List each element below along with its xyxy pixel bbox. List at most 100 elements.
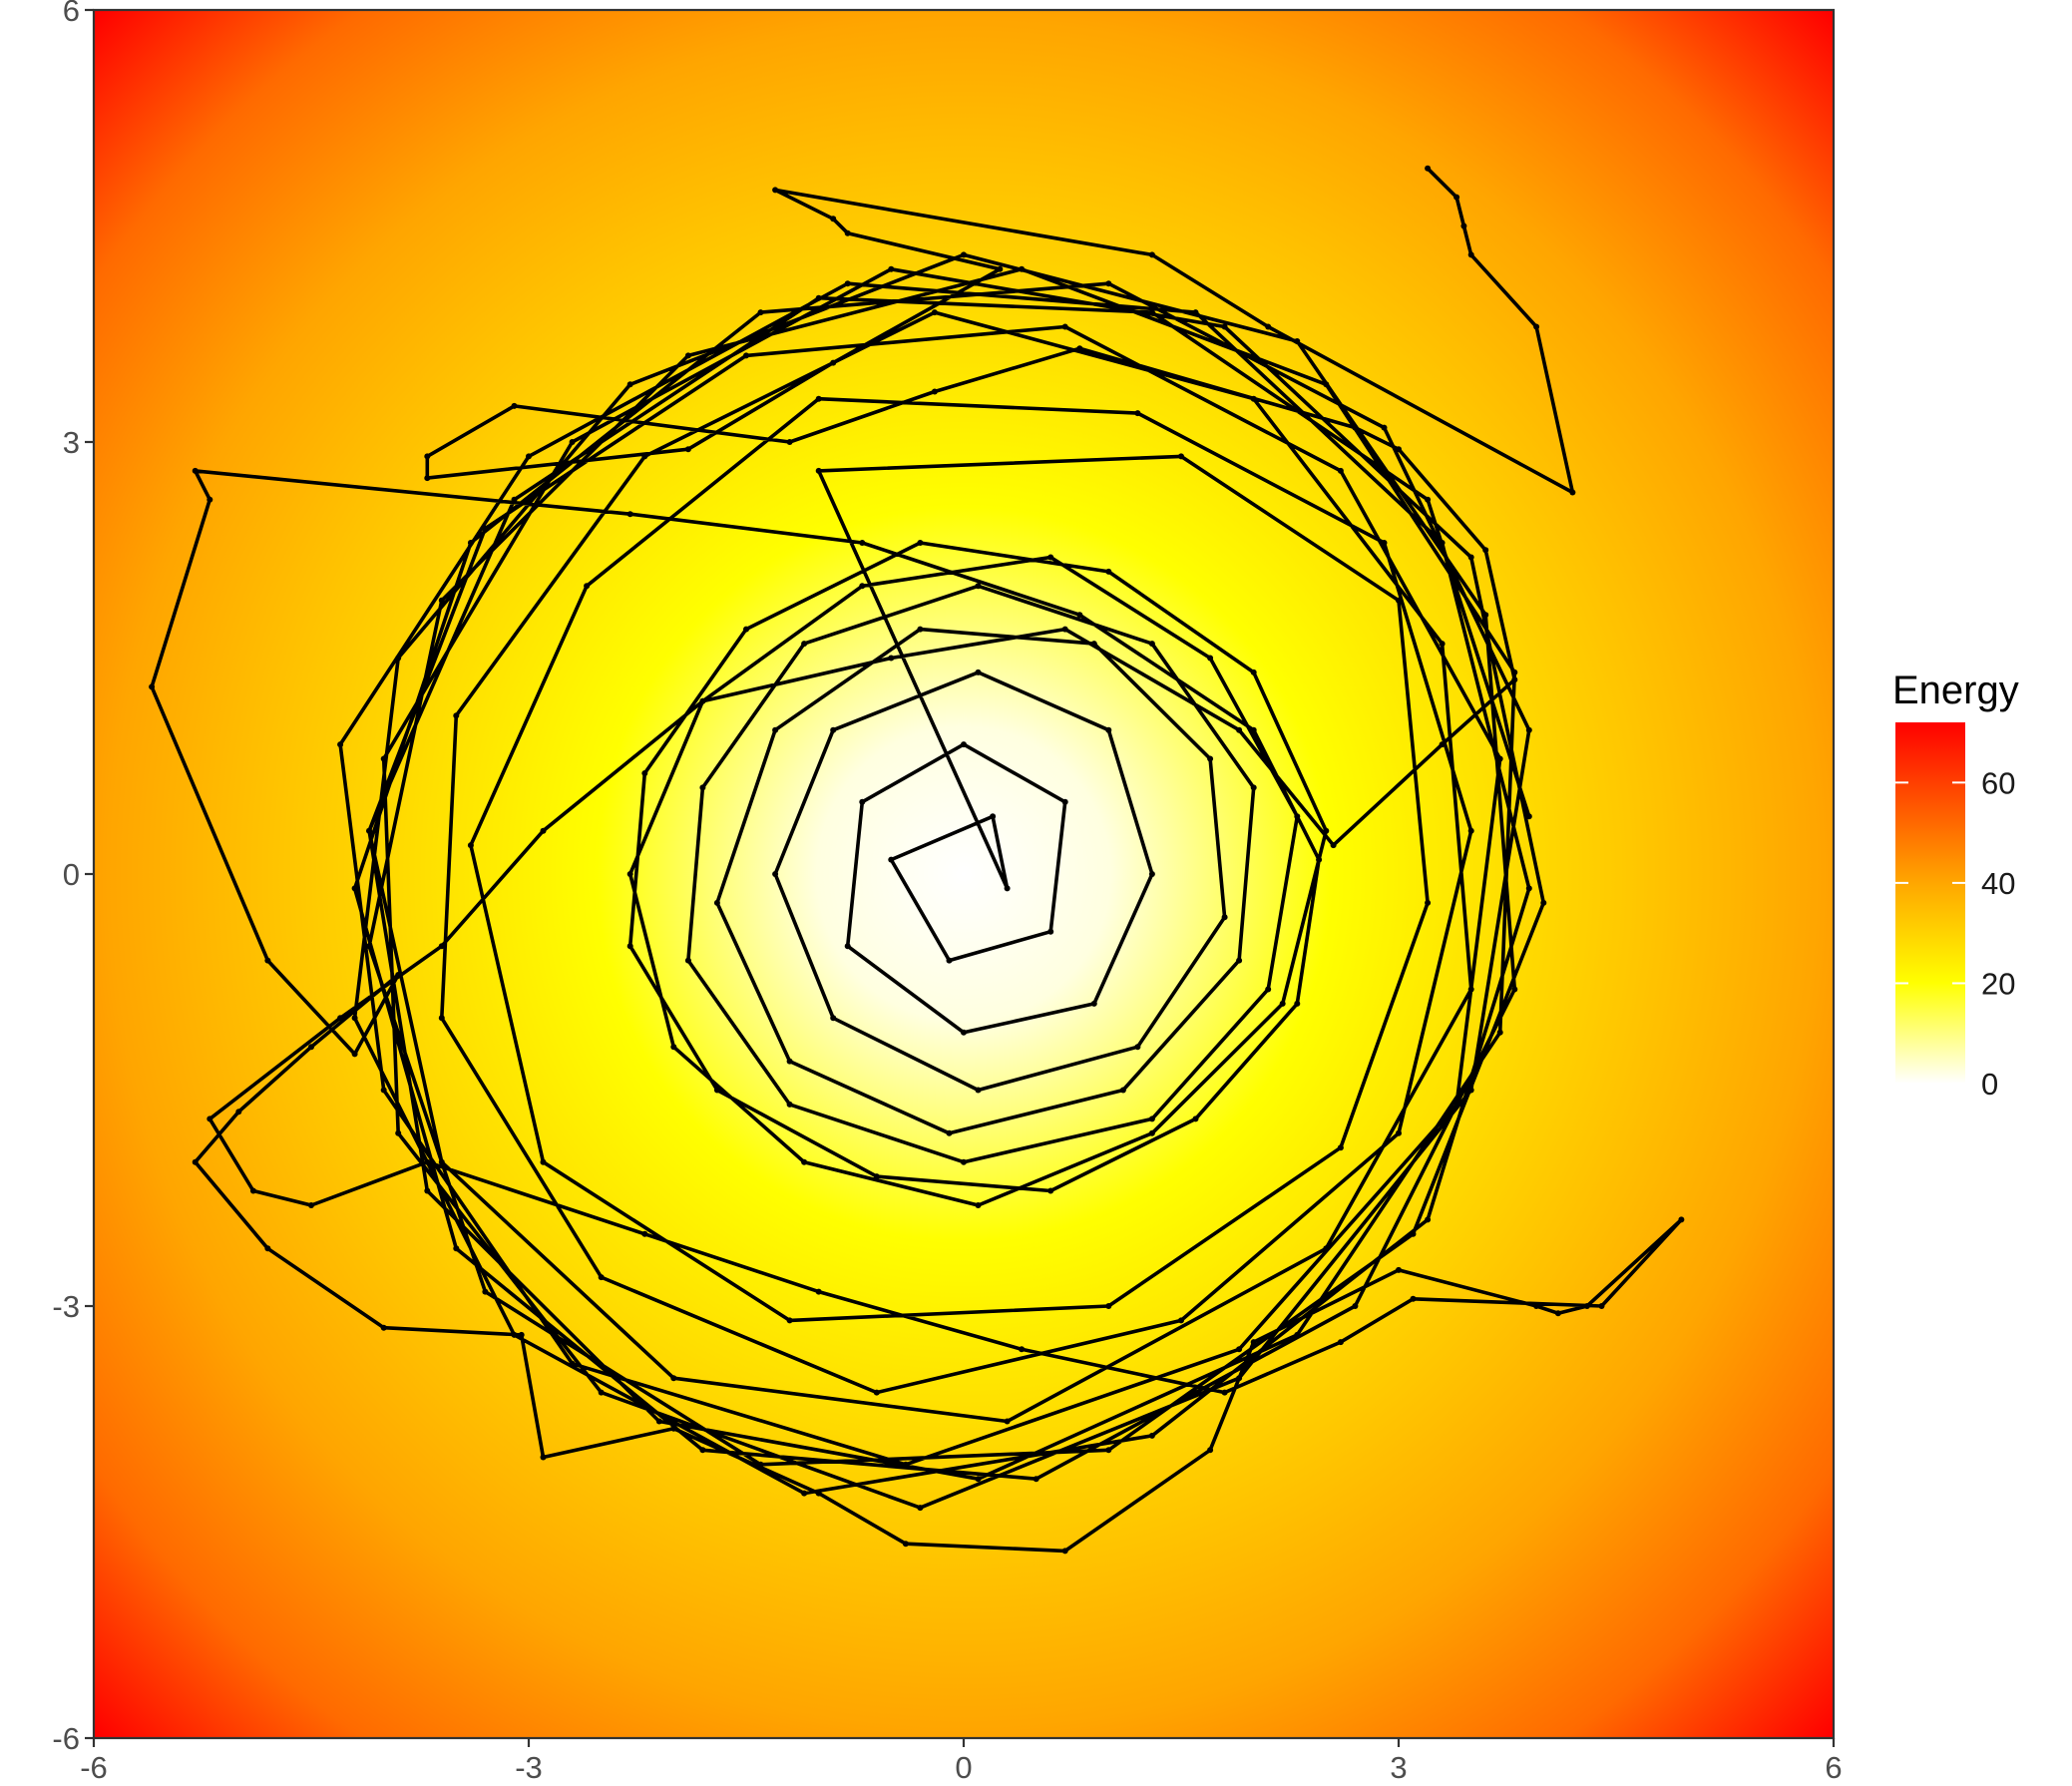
walk-point-190 [1482,612,1489,619]
walk-point-44 [1678,1216,1685,1223]
walk-point-67 [192,467,199,474]
walk-point-158 [1439,641,1446,648]
walk-point-22 [1482,547,1489,554]
walk-point-147 [1381,540,1388,546]
walk-point-221 [1323,381,1330,388]
walk-point-224 [1294,1331,1301,1338]
walk-point-134 [1004,885,1011,892]
walk-point-48 [1396,1266,1402,1273]
walk-point-64 [264,957,271,964]
walk-point-191 [1511,986,1518,993]
walk-point-188 [961,251,967,258]
walk-point-18 [931,388,938,395]
walk-point-23 [1511,676,1518,683]
walk-point-89 [670,1044,677,1051]
walk-point-16 [511,402,518,409]
walk-point-39 [1019,1346,1026,1353]
walk-point-210 [1221,323,1228,330]
walk-point-34 [249,1187,256,1194]
walk-point-187 [626,381,633,388]
walk-point-33 [207,1116,213,1122]
walk-point-133 [990,813,997,820]
walk-point-127 [859,798,866,805]
walk-point-37 [641,1230,648,1237]
walk-point-106 [1236,957,1243,964]
walk-point-129 [1061,798,1068,805]
walk-point-200 [1381,424,1388,431]
walk-point-168 [1337,467,1344,474]
walk-point-193 [1033,1476,1039,1483]
walk-point-230 [815,294,822,301]
walk-point-79 [641,770,648,776]
walk-point-56 [518,1331,525,1338]
walk-point-82 [1105,568,1112,575]
walk-point-88 [801,1158,808,1165]
walk-point-149 [1396,1129,1402,1136]
walk-point-216 [482,1288,489,1295]
walk-point-50 [1207,1447,1214,1454]
walk-point-174 [380,1087,387,1094]
walk-point-222 [1511,669,1518,675]
walk-point-113 [1090,641,1097,648]
walk-point-90 [626,871,633,877]
walk-point-233 [1525,813,1532,820]
walk-point-202 [1467,1087,1474,1094]
walk-point-217 [366,943,373,950]
walk-point-112 [917,626,924,633]
walk-point-197 [467,540,474,546]
walk-point-151 [873,1389,880,1396]
walk-point-65 [149,683,156,690]
walk-point-11 [997,265,1004,272]
walk-point-170 [1453,1101,1460,1108]
walk-point-55 [540,1454,547,1461]
walk-point-212 [1540,899,1547,906]
walk-point-102 [801,641,808,648]
walk-point-75 [1047,1187,1054,1194]
walk-point-209 [888,265,895,272]
walk-point-58 [264,1245,271,1252]
walk-point-179 [1439,540,1446,546]
walk-point-83 [1250,669,1257,675]
walk-point-70 [1076,612,1083,619]
walk-point-196 [351,885,358,892]
walk-point-84 [1323,827,1330,834]
walk-point-59 [192,1158,199,1165]
walk-point-57 [380,1324,387,1331]
legend-tick-label: 0 [1981,1067,1998,1102]
random-walk-path [150,167,1684,1554]
walk-point-17 [786,439,793,445]
walk-point-128 [961,741,967,748]
walk-point-180 [1525,885,1532,892]
walk-point-6 [1265,323,1272,330]
walk-point-219 [684,352,691,359]
random-walk-points [149,165,1685,1555]
walk-point-227 [424,1187,431,1194]
walk-point-63 [351,1051,358,1058]
walk-point-46 [1554,1310,1561,1317]
walk-point-141 [786,1317,793,1324]
walk-point-153 [438,1015,445,1022]
walk-point-177 [844,280,851,287]
walk-point-126 [844,943,851,950]
walk-point-162 [670,1375,677,1382]
walk-point-1 [1453,194,1460,201]
y-tick-label: 3 [63,425,80,460]
walk-point-124 [1090,1000,1097,1007]
walk-point-163 [438,1158,445,1165]
walk-point-40 [1221,1389,1228,1396]
walk-point-108 [946,1129,953,1136]
walk-point-52 [902,1541,909,1548]
legend-title: Energy [1892,669,2019,712]
walk-point-69 [859,540,866,546]
walk-point-100 [684,957,691,964]
walk-point-139 [1337,1144,1344,1151]
walk-point-91 [699,697,706,704]
walk-point-26 [1236,726,1243,733]
walk-point-21 [1396,446,1402,453]
walk-point-60 [235,1109,242,1116]
walk-point-135 [815,467,822,474]
walk-point-115 [1221,914,1228,921]
walk-point-103 [975,583,982,590]
legend-ticks: 0 20 40 60 [1895,765,2015,1102]
walk-point-125 [961,1029,967,1036]
